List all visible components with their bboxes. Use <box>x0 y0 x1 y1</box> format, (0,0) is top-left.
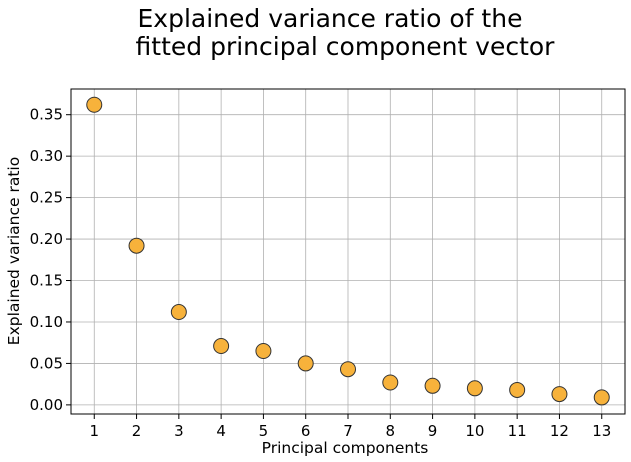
y-tick-label: 0.35 <box>30 106 63 124</box>
y-tick-label: 0.00 <box>30 396 63 414</box>
chart-title-line-1: Explained variance ratio of the <box>138 4 523 33</box>
y-tick-label: 0.30 <box>30 147 63 165</box>
ticks: 1 2 3 4 5 6 7 8 9 10 11 12 130.000.050.100.150.200.2… <box>30 106 612 440</box>
data-point <box>424 377 441 394</box>
data-point <box>170 304 187 321</box>
y-tick-label: 0.15 <box>30 272 63 290</box>
x-tick-label: 13 <box>592 422 611 440</box>
data-point <box>213 338 230 355</box>
y-axis-label: Explained variance ratio <box>5 157 23 345</box>
data-point <box>255 342 272 359</box>
data-point <box>86 96 103 113</box>
x-tick-label: 4 <box>216 422 226 440</box>
x-tick-label: 7 <box>343 422 353 440</box>
data-point <box>128 237 145 254</box>
x-tick-label: 2 <box>132 422 142 440</box>
chart-title-line-2: fitted principal component vector <box>136 32 556 61</box>
data-point <box>340 361 356 378</box>
y-tick-label: 0.25 <box>30 189 63 207</box>
x-tick-label: 10 <box>465 422 484 440</box>
data-point <box>466 380 483 397</box>
x-tick-label: 3 <box>174 422 184 440</box>
y-tick-label: 0.10 <box>30 313 63 331</box>
x-tick-label: 1 <box>89 422 99 440</box>
y-tick-label: 0.20 <box>30 230 63 248</box>
plot-frame <box>70 88 626 415</box>
data-point <box>297 355 314 372</box>
data-point <box>593 389 610 406</box>
data-points <box>86 96 610 406</box>
data-point <box>551 386 568 403</box>
data-point <box>382 374 399 391</box>
x-axis-label: Principal components <box>262 439 429 457</box>
x-tick-label: 5 <box>259 422 269 440</box>
y-tick-label: 0.05 <box>30 354 63 372</box>
data-point <box>509 381 526 398</box>
x-tick-label: 8 <box>386 422 396 440</box>
x-tick-label: 12 <box>550 422 569 440</box>
x-tick-label: 11 <box>508 422 527 440</box>
grid <box>71 89 625 414</box>
x-tick-label: 9 <box>428 422 438 440</box>
x-tick-label: 6 <box>301 422 311 440</box>
